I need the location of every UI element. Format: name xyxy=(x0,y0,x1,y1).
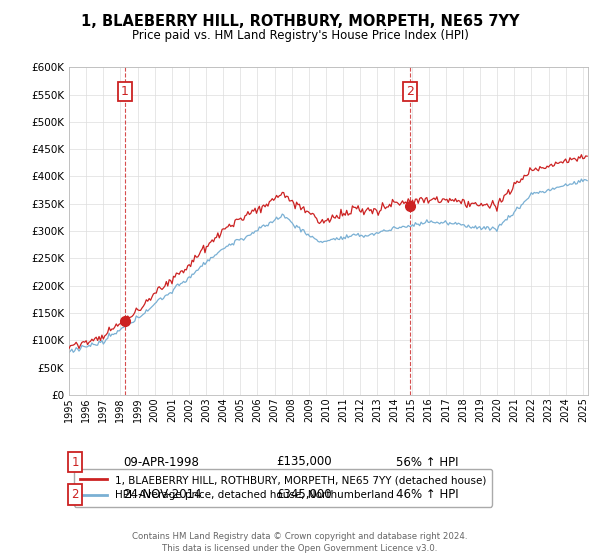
Text: 2: 2 xyxy=(406,85,414,98)
Text: Contains HM Land Registry data © Crown copyright and database right 2024.
This d: Contains HM Land Registry data © Crown c… xyxy=(132,532,468,553)
Legend: 1, BLAEBERRY HILL, ROTHBURY, MORPETH, NE65 7YY (detached house), HPI: Average pr: 1, BLAEBERRY HILL, ROTHBURY, MORPETH, NE… xyxy=(74,469,493,506)
Text: 09-APR-1998: 09-APR-1998 xyxy=(123,455,199,469)
Text: £135,000: £135,000 xyxy=(276,455,332,469)
Text: 56% ↑ HPI: 56% ↑ HPI xyxy=(396,455,458,469)
Text: 1: 1 xyxy=(71,455,79,469)
Text: 24-NOV-2014: 24-NOV-2014 xyxy=(123,488,202,501)
Text: 46% ↑ HPI: 46% ↑ HPI xyxy=(396,488,458,501)
Text: 1, BLAEBERRY HILL, ROTHBURY, MORPETH, NE65 7YY: 1, BLAEBERRY HILL, ROTHBURY, MORPETH, NE… xyxy=(81,14,519,29)
Text: 2: 2 xyxy=(71,488,79,501)
Text: 1: 1 xyxy=(121,85,129,98)
Text: £345,000: £345,000 xyxy=(276,488,332,501)
Text: Price paid vs. HM Land Registry's House Price Index (HPI): Price paid vs. HM Land Registry's House … xyxy=(131,29,469,42)
